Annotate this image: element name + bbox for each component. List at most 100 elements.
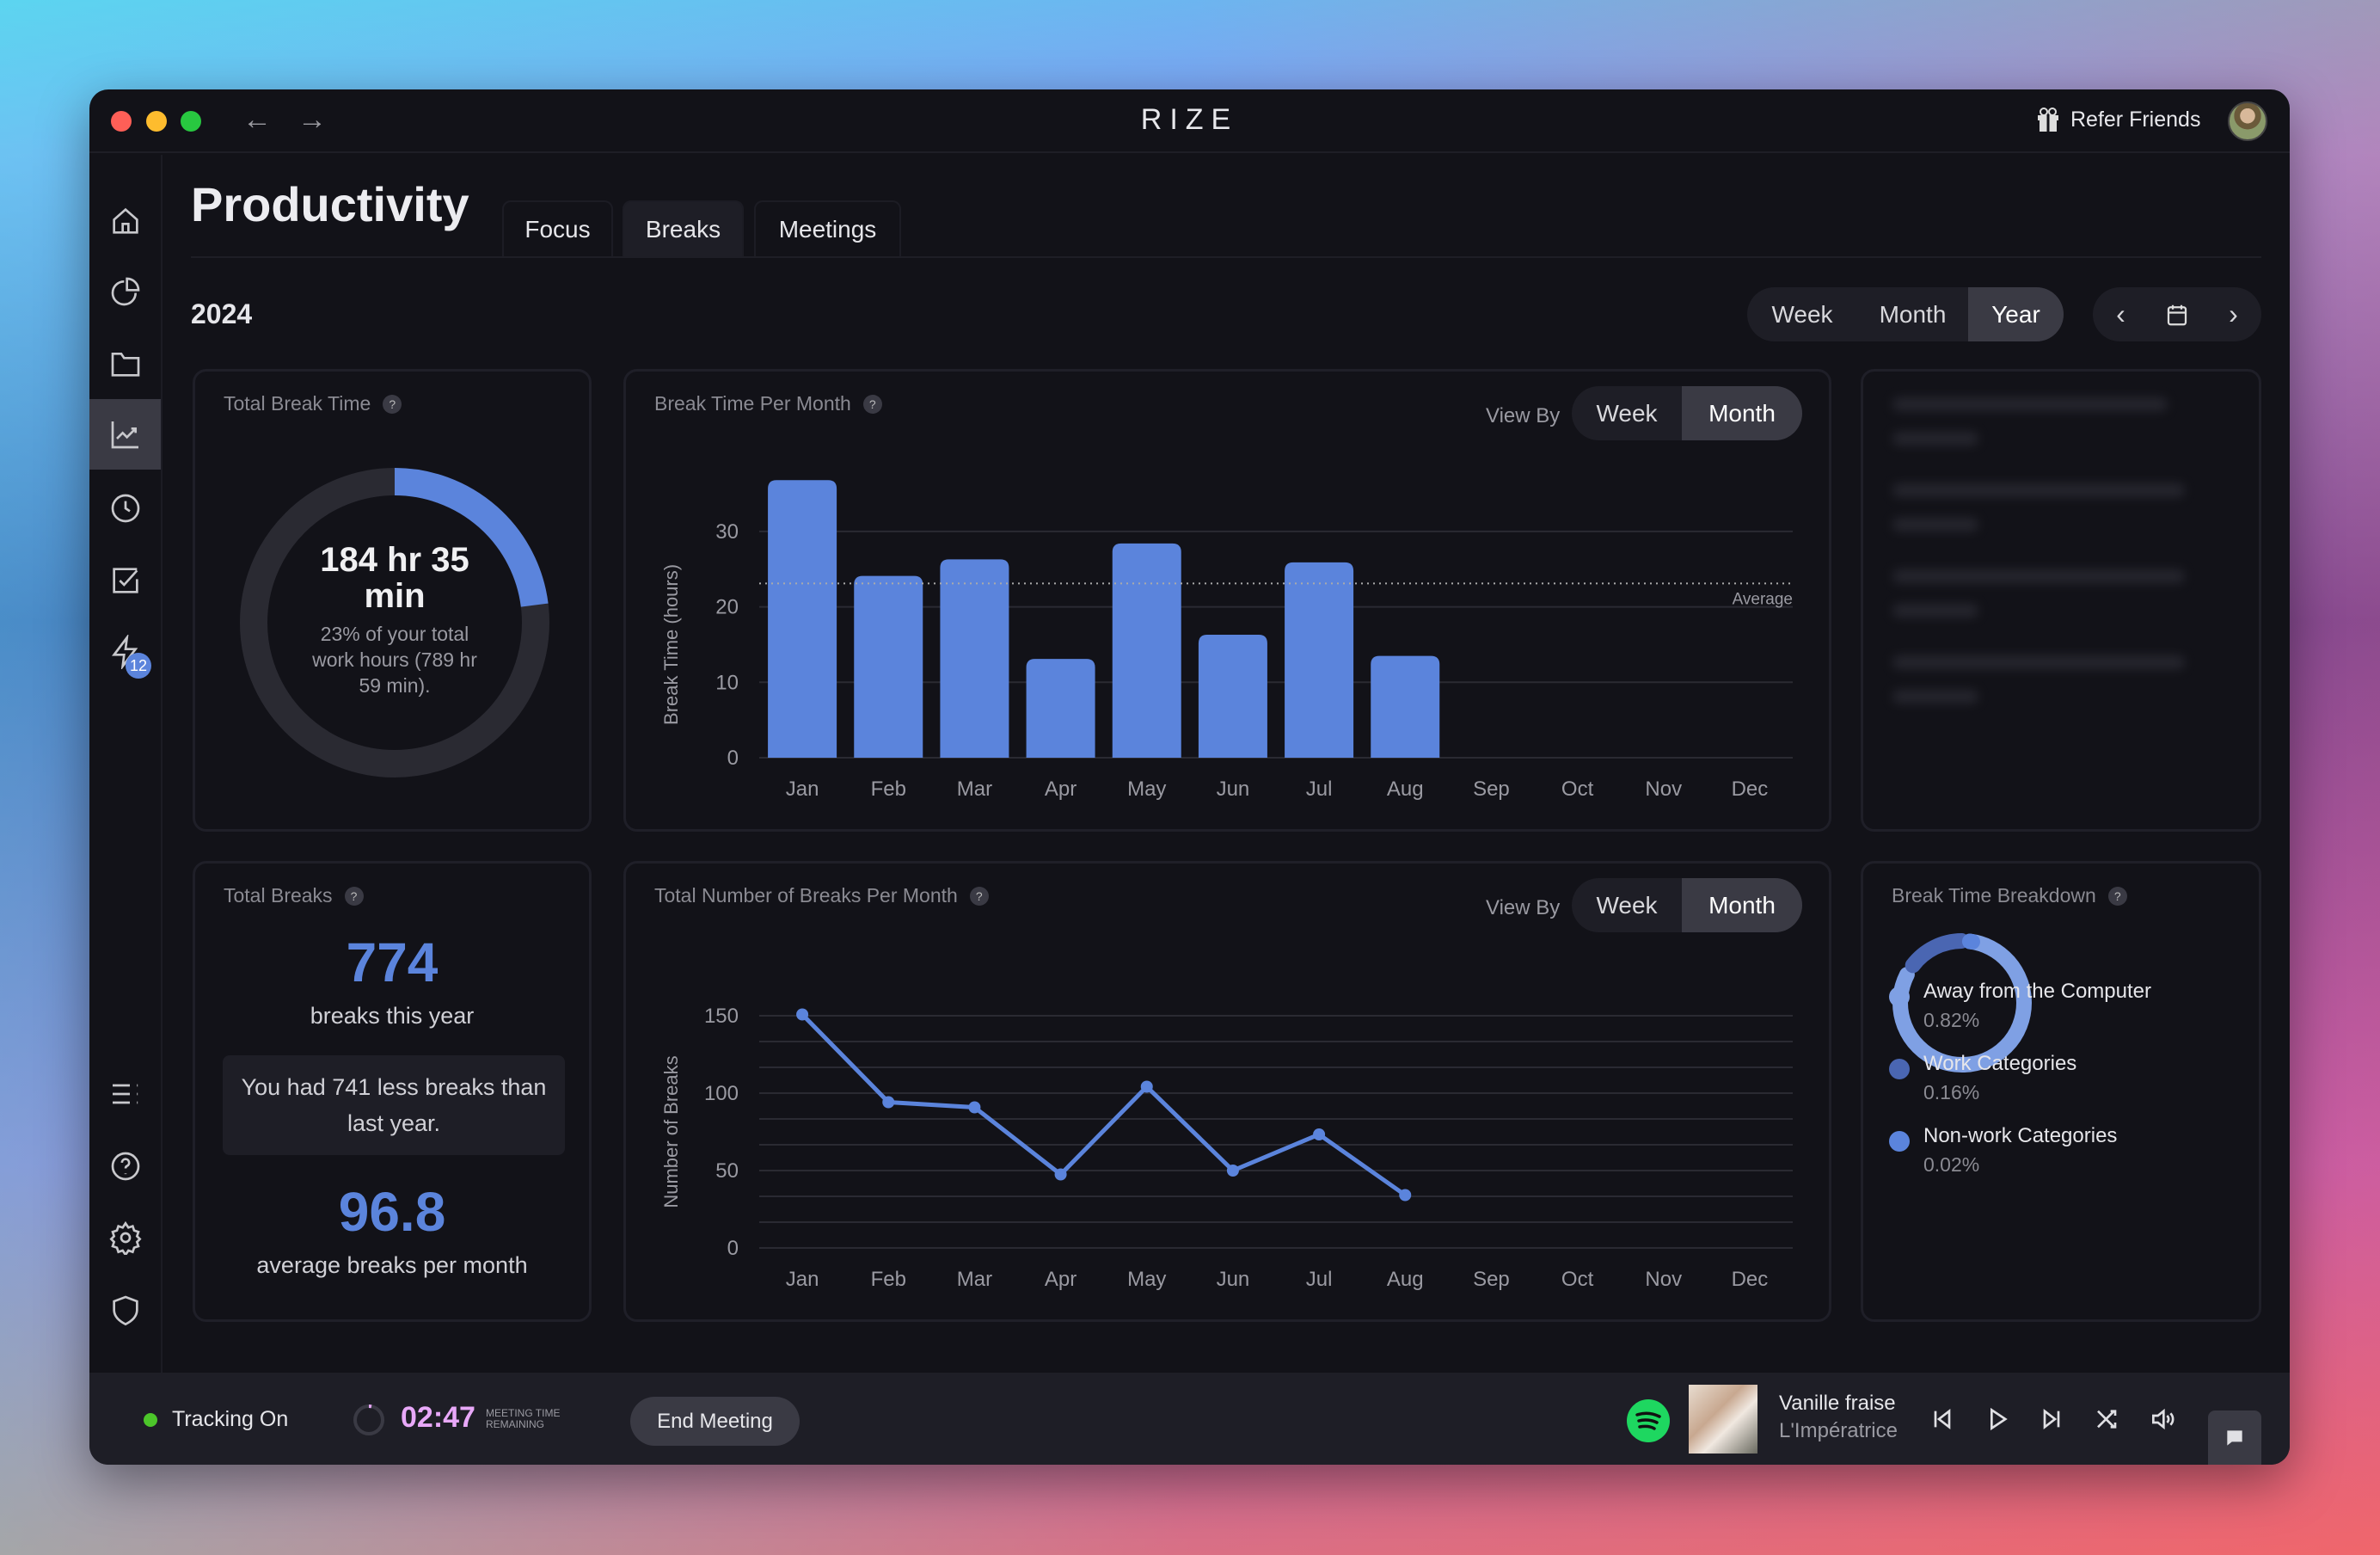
x-tick-label: Mar <box>957 1268 992 1291</box>
bar <box>768 480 837 758</box>
data-point <box>1313 1128 1326 1140</box>
tab-meetings[interactable]: Meetings <box>754 200 901 256</box>
view-week[interactable]: Week <box>1596 891 1658 919</box>
x-tick-label: Jan <box>786 778 819 801</box>
x-tick-label: Apr <box>1045 778 1077 801</box>
help-icon[interactable]: ? <box>2107 886 2127 906</box>
next-track-icon[interactable] <box>2038 1405 2065 1437</box>
help-icon[interactable]: ? <box>862 394 882 414</box>
close-button[interactable] <box>111 111 132 132</box>
play-icon[interactable] <box>1984 1405 2011 1437</box>
sidebar-item-privacy[interactable] <box>89 1275 161 1345</box>
x-tick-label: Oct <box>1561 1268 1594 1291</box>
tab-focus[interactable]: Focus <box>502 200 613 256</box>
range-year[interactable]: Year <box>1968 287 2064 341</box>
breaks-chart-card: Total Number of Breaks Per Month? View B… <box>623 861 1831 1322</box>
avatar[interactable] <box>2228 101 2267 141</box>
sidebar-item-tasks[interactable] <box>89 545 161 616</box>
total-break-time-value: 184 hr 35 min <box>320 541 469 615</box>
x-tick-label: Nov <box>1645 778 1682 801</box>
volume-icon[interactable] <box>2149 1405 2176 1437</box>
y-tick-label: 100 <box>704 1082 739 1105</box>
sidebar-item-help[interactable] <box>89 1131 161 1202</box>
x-tick-label: Jul <box>1306 778 1333 801</box>
break-time-chart-card: Break Time Per Month? View By Week Month… <box>623 369 1831 832</box>
average-breaks-value: 96.8 <box>338 1181 446 1243</box>
chat-button[interactable] <box>2208 1411 2261 1465</box>
view-week[interactable]: Week <box>1596 399 1658 427</box>
sidebar-item-productivity[interactable] <box>89 399 161 470</box>
chat-icon <box>2227 1429 2242 1446</box>
pie-chart-icon <box>111 277 139 306</box>
series-line <box>800 1012 1407 1197</box>
data-point <box>1226 1165 1239 1177</box>
trend-chart-icon <box>111 421 138 449</box>
view-month[interactable]: Month <box>1682 878 1802 932</box>
previous-period-icon[interactable]: ‹ <box>2116 298 2125 329</box>
bar-chart: 0 10 20 30 Jan Feb Mar Apr May Jun Jul Aug Sep Oct Nov… <box>660 480 1793 801</box>
minimize-button[interactable] <box>146 111 167 132</box>
help-icon[interactable]: ? <box>383 394 402 414</box>
bar <box>1026 659 1095 758</box>
sidebar-item-reports[interactable] <box>89 256 161 327</box>
total-break-time-card: Total Break Time? 184 hr 35 min 23% of y… <box>193 369 592 832</box>
help-icon[interactable]: ? <box>344 886 364 906</box>
tab-breaks[interactable]: Breaks <box>623 200 744 256</box>
end-meeting-button[interactable]: End Meeting <box>630 1397 800 1446</box>
view-month[interactable]: Month <box>1682 386 1802 440</box>
y-tick-label: 150 <box>704 1005 739 1028</box>
sidebar-item-automations[interactable]: 12 <box>89 617 161 687</box>
break-breakdown-card: Break Time Breakdown? Away from the Comp… <box>1861 861 2261 1322</box>
card-title: Total Breaks? <box>224 884 364 907</box>
back-arrow-icon[interactable]: ← <box>242 103 272 136</box>
shuffle-icon[interactable] <box>2095 1405 2122 1437</box>
song-artist: L'Impératrice <box>1779 1419 1898 1442</box>
timer-caption-line: REMAINING <box>486 1418 545 1430</box>
help-icon[interactable]: ? <box>969 886 989 906</box>
bar <box>1285 562 1354 758</box>
sidebar-item-home[interactable] <box>89 186 161 256</box>
data-point <box>1054 1168 1067 1181</box>
range-week[interactable]: Week <box>1771 300 1833 328</box>
range-month[interactable]: Month <box>1879 300 1947 328</box>
legend-swatch <box>1889 1059 1910 1079</box>
y-tick-label: 0 <box>727 1237 739 1260</box>
x-tick-label: Jun <box>1217 778 1250 801</box>
sidebar-item-settings[interactable] <box>89 1202 161 1273</box>
data-point <box>882 1096 895 1109</box>
x-tick-label: Nov <box>1645 1268 1682 1291</box>
x-tick-label: Apr <box>1045 1268 1077 1291</box>
sidebar-item-list[interactable] <box>89 1059 161 1129</box>
calendar-icon[interactable] <box>2149 287 2205 341</box>
tracking-status[interactable]: Tracking On <box>172 1407 289 1431</box>
y-tick-label: 20 <box>715 596 739 619</box>
card-title-text: Total Number of Breaks Per Month <box>654 884 958 907</box>
maximize-button[interactable] <box>181 111 201 132</box>
next-period-icon[interactable]: › <box>2229 298 2238 329</box>
x-tick-label: Sep <box>1473 778 1510 801</box>
bar <box>1371 655 1440 758</box>
average-label: Average <box>1733 590 1793 608</box>
sidebar: 12 <box>89 155 163 1374</box>
sidebar-item-timeline[interactable] <box>89 473 161 544</box>
previous-track-icon[interactable] <box>1929 1405 1956 1437</box>
y-tick-label: 10 <box>715 671 739 694</box>
legend-swatch <box>1889 986 1910 1007</box>
x-tick-label: Jan <box>786 1268 819 1291</box>
data-point <box>796 1008 809 1021</box>
shield-icon <box>112 1295 138 1326</box>
spotify-icon[interactable] <box>1627 1399 1670 1442</box>
view-by-toggle: Week Month <box>1572 386 1802 440</box>
total-breaks-label: breaks this year <box>310 1003 475 1029</box>
x-tick-label: May <box>1127 778 1166 801</box>
refer-friends-button[interactable]: Refer Friends <box>2036 107 2200 132</box>
loading-card <box>1861 369 2261 832</box>
sidebar-item-projects[interactable] <box>89 329 161 399</box>
bar <box>1198 635 1267 758</box>
card-title-text: Total Breaks <box>224 884 333 907</box>
view-by-label: View By <box>1486 896 1561 919</box>
x-tick-label: Aug <box>1387 1268 1424 1291</box>
forward-arrow-icon[interactable]: → <box>298 103 327 136</box>
bottom-bar: Tracking On 02:47 MEETING TIME REMAINING … <box>89 1373 2290 1465</box>
legend-value: 0.82% <box>1923 1009 1980 1031</box>
